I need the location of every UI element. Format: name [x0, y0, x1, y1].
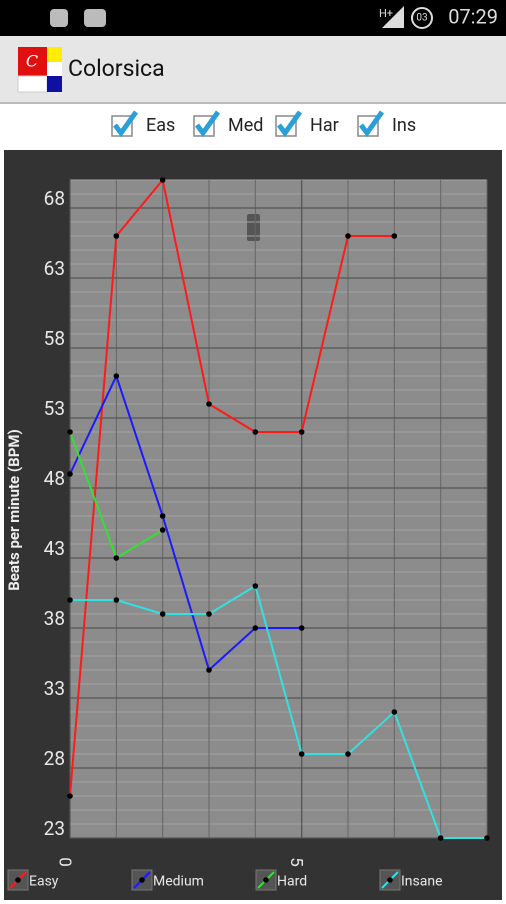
- y-tick-label: 48: [44, 467, 65, 490]
- data-point: [298, 625, 305, 631]
- app-bar: [0, 36, 506, 103]
- data-point: [298, 429, 305, 435]
- legend-dot: [387, 877, 393, 883]
- data-point: [345, 233, 351, 239]
- data-point: [391, 709, 398, 715]
- y-tick-label: 68: [44, 187, 65, 210]
- y-tick-label: 63: [44, 257, 65, 280]
- y-tick-label: 33: [44, 677, 65, 700]
- notification-icon: [50, 9, 68, 27]
- y-tick-label: 53: [44, 397, 65, 420]
- legend-dot: [15, 877, 21, 883]
- filter-checkbox[interactable]: Eas: [111, 110, 175, 138]
- data-point: [252, 429, 259, 435]
- data-point: [484, 835, 490, 841]
- legend-label: Hard: [277, 874, 307, 890]
- data-point: [345, 751, 351, 757]
- signal-icon: [382, 6, 404, 28]
- checkmark: [359, 110, 385, 138]
- legend-label: Insane: [401, 874, 443, 890]
- legend-item: Insane: [379, 869, 443, 891]
- data-point: [252, 625, 259, 631]
- status-bar: [0, 0, 506, 36]
- data-point: [252, 583, 259, 589]
- checkbox-box: [275, 115, 297, 137]
- checkmark: [113, 110, 139, 138]
- series-line: [69, 177, 395, 797]
- x-tick-label: 5: [286, 857, 306, 867]
- plot-area: [70, 180, 487, 838]
- data-point: [113, 597, 120, 603]
- svg-text:C: C: [26, 52, 38, 71]
- data-point: [206, 611, 212, 617]
- data-point: [113, 233, 120, 239]
- checkbox-box: [193, 115, 215, 137]
- divider: [0, 102, 506, 104]
- y-tick-label: 28: [44, 747, 65, 770]
- data-point: [437, 835, 444, 841]
- y-tick-label: 43: [44, 537, 65, 560]
- data-point: [67, 597, 73, 603]
- data-point: [113, 555, 120, 561]
- zoom-handle: [247, 214, 260, 241]
- checkmark: [195, 110, 221, 138]
- filter-label: Med: [228, 115, 263, 136]
- y-tick-label: 58: [44, 327, 65, 350]
- data-point: [206, 401, 212, 407]
- series-line: [69, 373, 302, 672]
- data-point: [67, 793, 73, 799]
- legend-item: Medium: [131, 869, 204, 891]
- filter-checkbox[interactable]: Har: [275, 110, 339, 138]
- legend-label: Medium: [153, 874, 204, 890]
- data-point: [159, 513, 166, 519]
- x-tick-label: 0: [55, 857, 75, 867]
- legend-item: Easy: [7, 869, 59, 891]
- data-point: [298, 751, 305, 757]
- network-type: H+: [379, 7, 393, 20]
- data-point: [206, 667, 212, 673]
- checkbox-box: [111, 115, 133, 137]
- legend-item: Hard: [255, 869, 307, 891]
- y-tick-label: 23: [44, 817, 65, 840]
- app-icon: C: [17, 47, 62, 93]
- filter-checkbox[interactable]: Med: [193, 110, 263, 138]
- data-point: [113, 373, 120, 379]
- data-point: [159, 177, 166, 183]
- data-point: [67, 429, 73, 435]
- filter-label: Eas: [146, 115, 175, 136]
- chart: 23 28 33 38 43 48 53 58 63 68 0 5 Easy Medium Hard Insa…: [7, 177, 490, 891]
- notification-count: 03: [416, 13, 427, 24]
- series-line: [70, 584, 487, 839]
- data-point: [159, 527, 166, 533]
- legend-label: Easy: [29, 874, 59, 890]
- data-point: [159, 611, 166, 617]
- legend-dot: [263, 877, 269, 883]
- filter-row: Eas Med Har Ins: [111, 110, 416, 138]
- filter-label: Ins: [392, 115, 416, 136]
- y-tick-label: 38: [44, 607, 65, 630]
- legend-dot: [139, 877, 145, 883]
- battery-icon: [411, 7, 433, 29]
- filter-label: Har: [310, 115, 339, 136]
- filter-checkbox[interactable]: Ins: [357, 110, 416, 138]
- checkbox-box: [357, 115, 379, 137]
- checkmark: [277, 110, 303, 138]
- app-title: Colorsica: [68, 55, 165, 82]
- y-axis-title: Beats per minute (BPM): [5, 429, 23, 591]
- notification-icon: [84, 9, 106, 27]
- data-point: [391, 233, 398, 239]
- data-point: [67, 471, 73, 477]
- clock: 07:29: [448, 4, 498, 28]
